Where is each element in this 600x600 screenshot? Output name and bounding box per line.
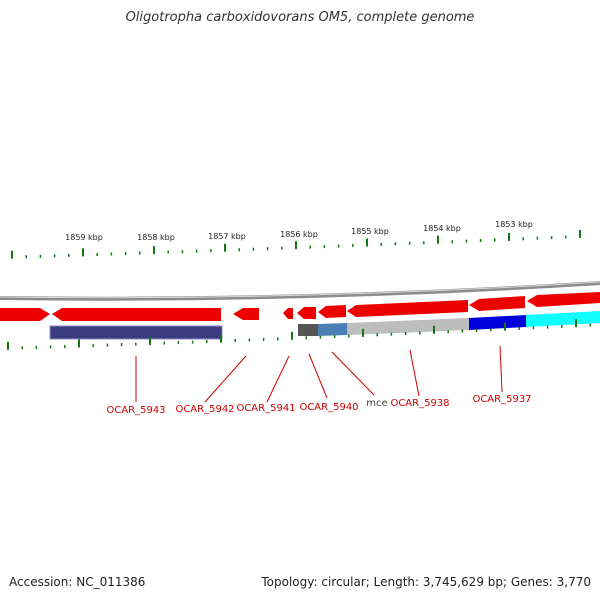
gene-label-ocar-5943[interactable]: OCAR_5943 <box>106 405 165 416</box>
genome-backbone <box>0 281 600 301</box>
gene-label-ocar-5938[interactable]: OCAR_5938 <box>390 398 449 409</box>
gene-arrow-ocar-5938[interactable] <box>347 300 468 317</box>
gene-label-ocar-5942[interactable]: OCAR_5942 <box>175 404 234 415</box>
cog-block-blue <box>469 315 526 330</box>
map-title: Oligotropha carboxidovorans OM5, complet… <box>125 10 475 25</box>
cog-block-darkgray <box>298 324 318 336</box>
gene-arrow-ocar-5941[interactable] <box>283 308 293 319</box>
gene-track <box>0 292 600 321</box>
gene-labels: OCAR_5943 OCAR_5942 OCAR_5941 OCAR_5940 … <box>106 394 531 416</box>
leader-ocar-5941 <box>266 355 290 403</box>
gene-label-ocar-5941[interactable]: OCAR_5941 <box>236 403 295 414</box>
gene-arrow-mce[interactable] <box>318 305 346 318</box>
gene-arrow[interactable] <box>0 308 50 321</box>
topology-text: Topology: circular; Length: 3,745,629 bp… <box>261 575 591 589</box>
leader-ocar-5940 <box>308 353 328 399</box>
cog-block-cyan <box>526 311 600 327</box>
leader-mce <box>331 351 375 396</box>
gene-arrow-ocar-5940[interactable] <box>297 307 316 319</box>
scale-label-1853: 1853 kbp <box>495 220 533 229</box>
scale-labels: 1859 kbp 1858 kbp 1857 kbp 1856 kbp 1855… <box>65 220 533 242</box>
cog-track <box>49 311 600 340</box>
gene-arrow-ocar-5942[interactable] <box>233 308 259 320</box>
upper-tick-row <box>11 229 581 259</box>
scale-label-1859: 1859 kbp <box>65 233 103 242</box>
cog-block-steelblue <box>318 323 347 336</box>
scale-label-1855: 1855 kbp <box>351 227 389 236</box>
gene-label-ocar-5937[interactable]: OCAR_5937 <box>472 394 531 405</box>
gene-label-mce[interactable]: mce <box>366 398 387 409</box>
gene-arrow-ocar-5937[interactable] <box>469 296 525 311</box>
scale-label-1857: 1857 kbp <box>208 232 246 241</box>
lower-tick-row <box>7 319 591 350</box>
leader-ocar-5938 <box>409 349 420 397</box>
cog-block-purple <box>49 325 223 340</box>
label-leader-lines <box>135 345 503 403</box>
genome-backbone-highlight <box>0 281 600 299</box>
gene-arrow-ocar-5943[interactable] <box>52 308 221 321</box>
scale-label-1858: 1858 kbp <box>137 233 175 242</box>
scale-label-1856: 1856 kbp <box>280 230 318 239</box>
scale-label-1854: 1854 kbp <box>423 224 461 233</box>
accession-text: Accession: NC_011386 <box>9 575 146 589</box>
cog-block-lightgray <box>347 318 469 335</box>
gene-label-ocar-5940[interactable]: OCAR_5940 <box>299 402 358 413</box>
gene-arrow-next[interactable] <box>527 292 600 307</box>
leader-ocar-5942 <box>204 355 247 403</box>
leader-ocar-5937 <box>499 345 503 393</box>
